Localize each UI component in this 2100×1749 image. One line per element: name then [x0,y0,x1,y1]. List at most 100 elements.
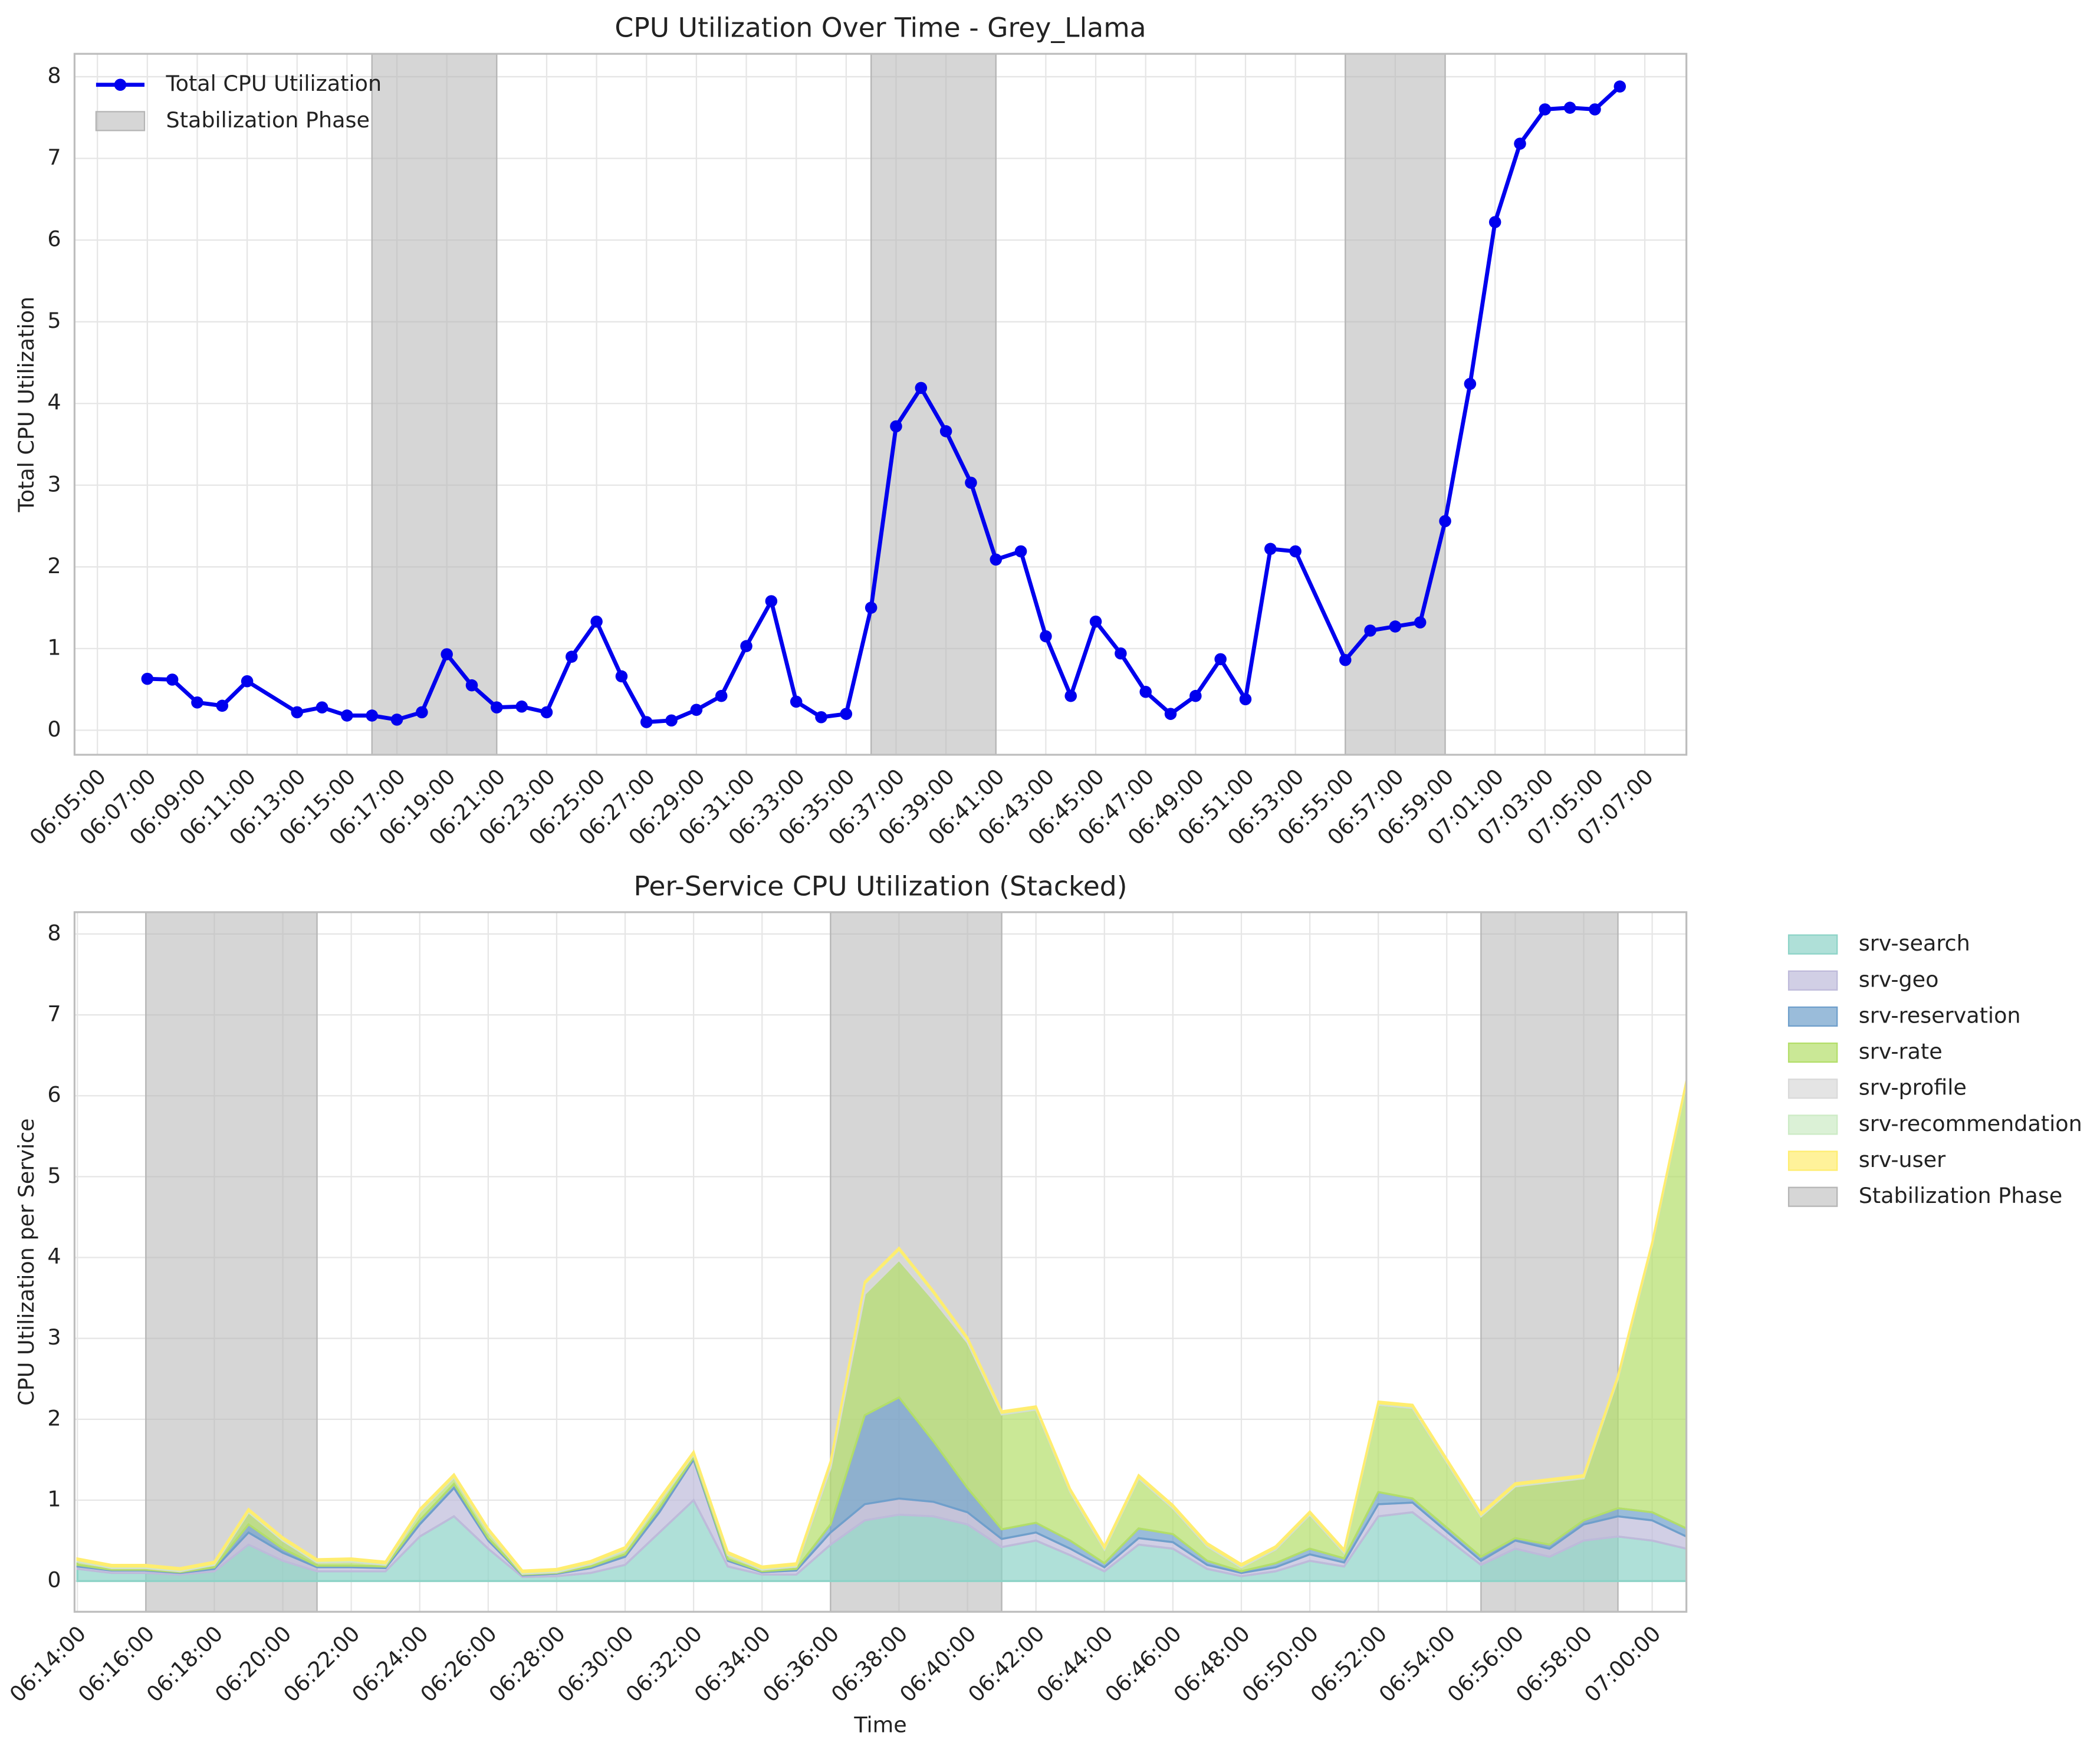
data-point [1089,615,1102,628]
legend-label: Total CPU Utilization [166,71,382,96]
y-tick-label: 1 [47,634,61,660]
data-point [366,709,378,722]
legend-label: Stabilization Phase [166,107,370,133]
data-point [316,701,328,714]
data-point [590,615,603,628]
data-point [1064,689,1077,702]
data-point [390,714,403,726]
data-point [1239,693,1252,706]
y-tick-label: 6 [47,226,61,252]
legend-patch [1787,1150,1838,1171]
data-point [815,711,827,724]
legend-patch [1787,1186,1838,1207]
data-point [1389,620,1402,633]
data-point [241,675,254,688]
data-point [840,708,853,720]
legend-marker [114,78,127,91]
data-point [740,640,752,652]
y-tick-label: 8 [47,920,61,945]
data-point [665,714,678,727]
legend-patch [1787,1115,1838,1135]
legend-patch [1787,1006,1838,1027]
y-axis-label: Total CPU Utilization [14,297,39,513]
data-point [690,703,703,716]
data-line [147,85,1622,724]
data-point [540,706,553,719]
data-point [1439,515,1451,527]
data-point [1139,685,1152,698]
axes-frame [73,52,1688,756]
data-point [990,553,1003,566]
legend-patch [1787,1042,1838,1063]
data-point [715,689,728,702]
legend-label: Stabilization Phase [1859,1183,2062,1208]
data-point [416,706,428,719]
y-tick-label: 4 [47,1244,61,1269]
legend-label: srv-rate [1859,1039,1943,1064]
axes-frame [73,911,1688,1613]
data-point [1464,377,1477,390]
stabilization-span [870,54,997,755]
plot-area [74,54,1687,755]
legend-label: srv-profile [1859,1075,1967,1100]
data-point [491,701,503,714]
chart-title: CPU Utilization Over Time - Grey_Llama [614,12,1146,44]
data-point [1539,103,1552,116]
data-point [915,382,928,394]
y-axis-label: CPU Utilization per Service [14,1118,39,1405]
legend-label: srv-geo [1859,966,1939,992]
data-point [465,679,478,692]
y-tick-label: 7 [47,1001,61,1027]
y-tick-label: 2 [47,1405,61,1431]
data-point [1414,616,1427,629]
y-tick-label: 5 [47,308,61,333]
data-point [166,673,179,686]
data-point [765,595,778,607]
data-point [790,695,803,708]
legend-label: srv-reservation [1859,1002,2021,1028]
y-tick-label: 5 [47,1163,61,1188]
y-tick-label: 3 [47,1324,61,1350]
data-point [1514,137,1526,150]
data-point [865,601,878,614]
legend-patch [95,111,146,131]
data-point [890,420,902,433]
data-point [1289,545,1302,558]
chart-title: Per-Service CPU Utilization (Stacked) [633,870,1127,902]
data-point [1613,80,1626,93]
data-point [191,696,203,709]
data-point [515,700,528,713]
stabilization-span [371,54,498,755]
data-point [640,716,653,728]
legend-patch [1787,934,1838,955]
data-point [1488,216,1501,228]
data-point [1164,708,1177,720]
data-point [1264,543,1277,555]
y-tick-label: 0 [47,1567,61,1593]
legend-label: srv-user [1859,1147,1945,1172]
y-tick-label: 2 [47,553,61,578]
data-point [1364,624,1376,637]
data-point [1014,545,1027,558]
legend-label: srv-recommendation [1859,1111,2082,1136]
legend-patch [1787,970,1838,991]
y-tick-label: 6 [47,1082,61,1107]
data-point [965,476,977,489]
stabilization-span [1345,54,1446,755]
data-point [1189,689,1202,702]
data-point [1040,630,1052,643]
data-point [341,709,353,722]
data-point [1339,653,1352,666]
stabilization-span [145,912,318,1612]
data-point [939,425,952,438]
y-tick-label: 1 [47,1487,61,1512]
y-tick-label: 8 [47,63,61,88]
y-tick-label: 3 [47,471,61,497]
y-tick-label: 0 [47,716,61,742]
data-point [1563,101,1576,114]
plot-area [74,912,1687,1612]
data-point [1214,653,1227,666]
legend-patch [1787,1079,1838,1099]
